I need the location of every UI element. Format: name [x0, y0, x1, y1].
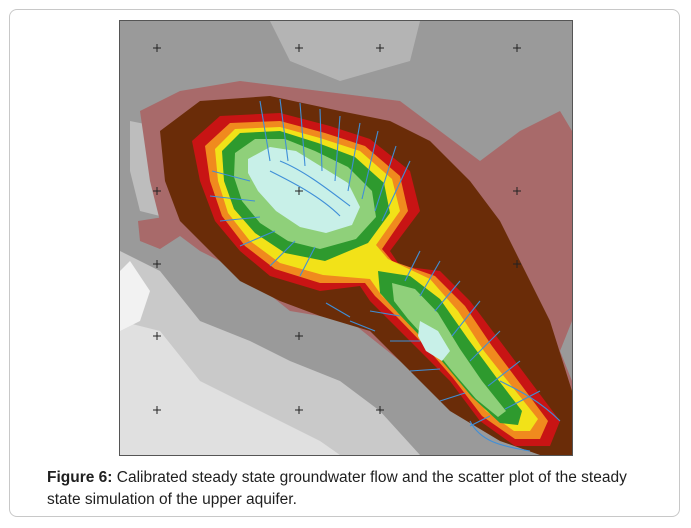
white-terrain-patch	[120, 261, 150, 331]
figure-caption: Figure 6: Calibrated steady state ground…	[47, 467, 657, 511]
caption-text: Calibrated steady state groundwater flow…	[47, 469, 627, 508]
map-canvas	[120, 21, 572, 455]
cyan-core-north	[248, 147, 360, 233]
pale-terrain-sw	[120, 321, 340, 455]
mauve-patch-west	[138, 216, 180, 249]
cyan-core-south	[418, 321, 450, 361]
terrain-north-patch	[270, 21, 420, 81]
figure-label: Figure 6:	[47, 469, 113, 486]
groundwater-model-map	[119, 20, 573, 456]
grid-markers	[153, 44, 521, 414]
flow-vectors	[209, 98, 561, 452]
